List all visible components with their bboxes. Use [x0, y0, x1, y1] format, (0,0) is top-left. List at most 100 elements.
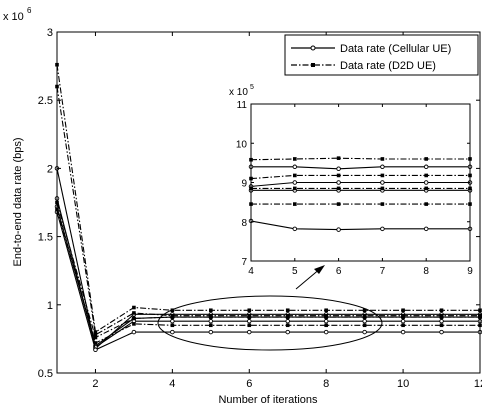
x-tick-label-3: 8 — [323, 378, 329, 390]
y-tick-label-2: 1.5 — [38, 232, 53, 244]
inset-data-point-7-3 — [381, 202, 385, 206]
y-multiplier-exponent: 6 — [27, 6, 32, 15]
main-data-point-2-7 — [324, 319, 328, 323]
zoom-region-ellipse — [158, 296, 382, 350]
x-axis-title: Number of iterations — [218, 394, 318, 406]
y-tick-label-1: 1 — [47, 300, 53, 312]
main-data-point-7-5 — [247, 323, 251, 327]
legend-cellular-label: Data rate (Cellular UE) — [340, 43, 451, 55]
inset-data-point-1-4 — [424, 181, 428, 185]
inset-data-point-7-4 — [424, 202, 428, 206]
main-data-point-3-10 — [440, 330, 444, 334]
inset-data-point-5-3 — [381, 174, 385, 178]
main-data-point-7-2 — [132, 322, 136, 326]
inset-data-point-5-1 — [293, 174, 297, 178]
y-tick-label-2: 9 — [241, 179, 247, 190]
y-tick-label-3: 10 — [236, 139, 248, 150]
main-data-point-6-5 — [247, 315, 251, 319]
main-data-point-5-2 — [132, 311, 136, 315]
main-data-point-6-9 — [401, 315, 405, 319]
main-data-point-7-6 — [286, 323, 290, 327]
x-tick-label-2: 6 — [336, 266, 342, 277]
inset-data-point-3-4 — [424, 227, 428, 231]
inset-data-point-4-3 — [381, 157, 385, 161]
inset-data-point-4-1 — [293, 157, 297, 161]
main-data-point-6-4 — [209, 315, 213, 319]
x-tick-label-0: 2 — [92, 378, 98, 390]
x-tick-label-5: 9 — [467, 266, 473, 277]
inset-data-point-1-1 — [293, 181, 297, 185]
y-tick-label-0: 7 — [241, 257, 247, 268]
inset-data-point-6-1 — [293, 187, 297, 191]
inset-y-multiplier-exponent: 5 — [250, 84, 254, 91]
main-data-point-2-4 — [209, 319, 213, 323]
main-data-point-2-6 — [286, 319, 290, 323]
main-data-point-7-1 — [94, 341, 98, 345]
x-tick-label-1: 5 — [292, 266, 298, 277]
y-tick-label-4: 2.5 — [38, 95, 53, 107]
inset-chart: 4 5 6 7 8 9 7 8 9 10 11 x 10 5 — [229, 84, 473, 277]
inset-data-point-5-4 — [424, 174, 428, 178]
x-tick-label-5: 12 — [474, 378, 482, 390]
inset-data-point-7-1 — [293, 202, 297, 206]
main-data-point-2-10 — [440, 319, 444, 323]
y-multiplier-label: x 10 — [3, 11, 24, 23]
main-data-point-2-3 — [171, 319, 175, 323]
inset-data-point-6-2 — [337, 187, 341, 191]
y-tick-label-3: 2 — [47, 163, 53, 175]
y-tick-label-5: 3 — [47, 27, 53, 39]
main-data-point-6-6 — [286, 315, 290, 319]
main-data-point-4-6 — [286, 308, 290, 312]
inset-data-point-0-3 — [381, 165, 385, 169]
legend: Data rate (Cellular UE) Data rate (D2D U… — [285, 35, 478, 75]
main-data-point-3-3 — [171, 330, 175, 334]
main-data-point-6-2 — [132, 317, 136, 321]
main-data-point-6-8 — [363, 315, 367, 319]
inset-data-point-3-3 — [381, 227, 385, 231]
main-data-point-3-2 — [132, 330, 136, 334]
inset-data-point-6-3 — [381, 187, 385, 191]
main-data-point-3-4 — [209, 330, 213, 334]
main-data-point-7-3 — [171, 323, 175, 327]
main-data-point-3-1 — [94, 348, 98, 352]
x-tick-label-1: 4 — [169, 378, 175, 390]
x-tick-label-0: 4 — [248, 266, 254, 277]
inset-data-point-1-2 — [337, 181, 341, 185]
main-data-point-6-10 — [440, 315, 444, 319]
x-tick-label-4: 10 — [397, 378, 409, 390]
inset-data-point-4-2 — [337, 156, 341, 160]
inset-data-point-0-4 — [424, 165, 428, 169]
main-data-point-6-3 — [171, 315, 175, 319]
inset-data-point-7-2 — [337, 202, 341, 206]
main-data-point-2-8 — [363, 319, 367, 323]
main-data-point-4-5 — [247, 308, 251, 312]
inset-y-multiplier-label: x 10 — [229, 87, 248, 98]
main-data-point-7-7 — [324, 323, 328, 327]
main-data-point-3-8 — [363, 330, 367, 334]
main-data-point-3-7 — [324, 330, 328, 334]
main-data-point-3-5 — [247, 330, 251, 334]
inset-data-point-3-1 — [293, 227, 297, 231]
main-data-point-4-7 — [324, 308, 328, 312]
x-tick-label-4: 8 — [423, 266, 429, 277]
main-data-point-4-2 — [132, 306, 136, 310]
legend-d2d-label: Data rate (D2D UE) — [340, 60, 436, 72]
main-data-point-2-9 — [401, 319, 405, 323]
y-axis-title: End-to-end data rate (bps) — [12, 137, 24, 266]
main-data-point-4-4 — [209, 308, 213, 312]
main-data-point-7-8 — [363, 323, 367, 327]
inset-data-point-1-3 — [381, 181, 385, 185]
legend-cellular-marker — [311, 46, 315, 50]
inset-data-point-0-2 — [337, 167, 341, 171]
main-data-point-3-6 — [286, 330, 290, 334]
main-data-point-4-10 — [440, 308, 444, 312]
inset-data-point-5-2 — [337, 174, 341, 178]
inset-data-point-0-1 — [293, 165, 297, 169]
main-data-point-7-4 — [209, 323, 213, 327]
main-data-point-7-10 — [440, 323, 444, 327]
main-data-point-6-7 — [324, 315, 328, 319]
inset-data-point-6-4 — [424, 187, 428, 191]
y-tick-label-4: 11 — [237, 100, 248, 111]
